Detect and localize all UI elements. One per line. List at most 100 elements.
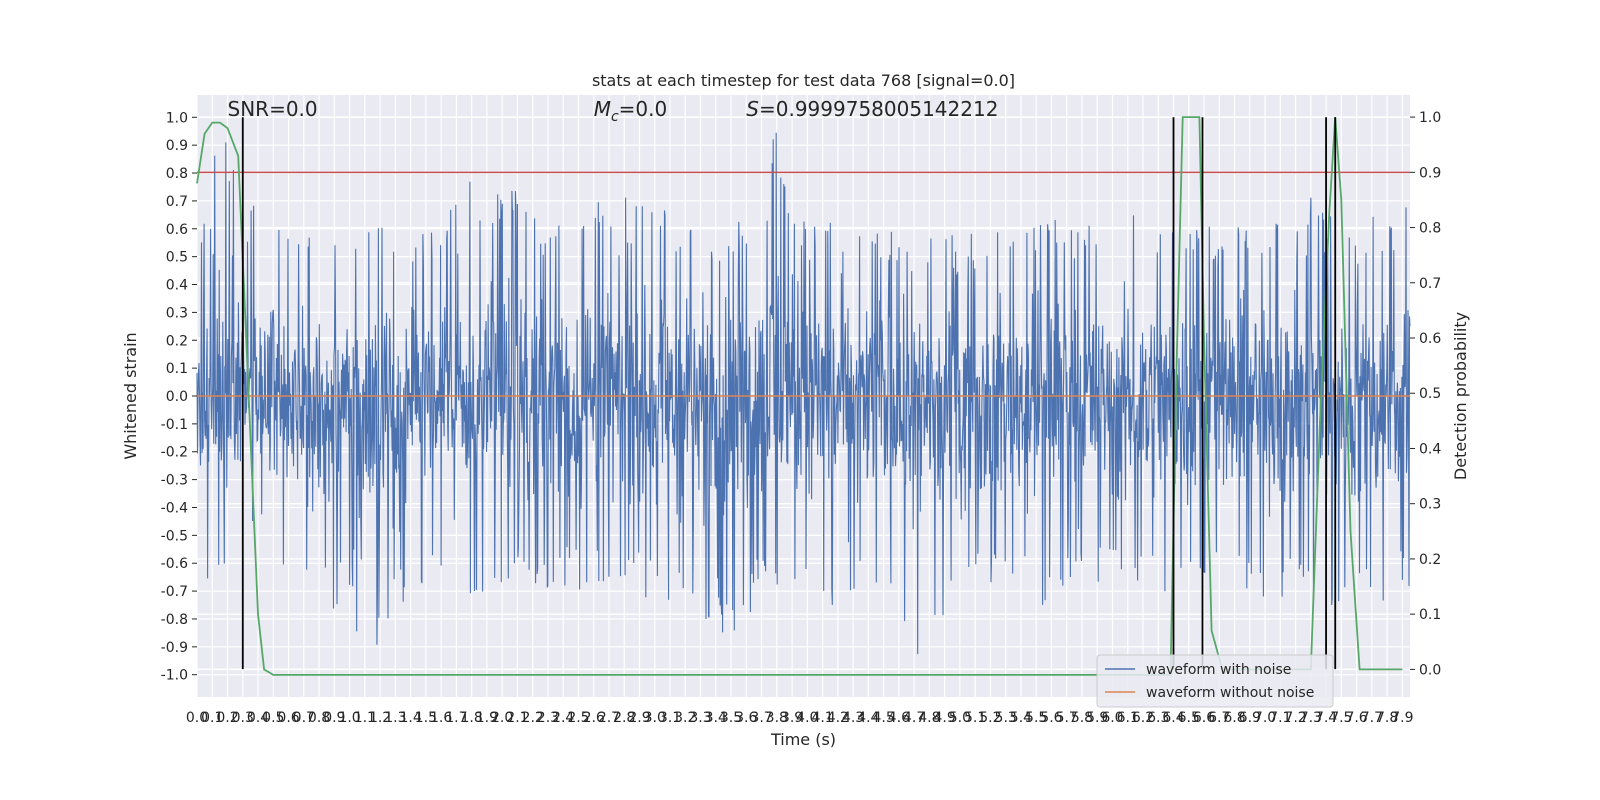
x-tick-label: 7.4 <box>1315 710 1337 726</box>
x-tick-label: 1.0 <box>338 710 360 726</box>
x-tick-label: 3.6 <box>735 710 757 726</box>
x-tick-label: 7.7 <box>1361 710 1383 726</box>
chart-title: stats at each timestep for test data 768… <box>592 71 1015 90</box>
x-tick-label: 6.2 <box>1132 710 1154 726</box>
noise-waveform-series <box>196 132 1411 655</box>
x-tick-label: 0.4 <box>247 710 269 726</box>
x-tick-label: 4.0 <box>796 710 818 726</box>
x-axis-ticks: 0.00.10.20.30.40.50.60.70.80.91.01.11.21… <box>186 710 1414 726</box>
x-tick-label: 3.2 <box>674 710 696 726</box>
x-tick-label: 7.0 <box>1254 710 1276 726</box>
x-tick-label: 1.9 <box>476 710 498 726</box>
y2-tick-label: 0.7 <box>1419 276 1441 292</box>
x-tick-label: 6.0 <box>1101 710 1123 726</box>
y-tick-label: -0.6 <box>161 556 188 572</box>
y-tick-label: -0.1 <box>161 417 188 433</box>
x-axis-label: Time (s) <box>770 730 836 749</box>
y-tick-label: 0.2 <box>166 333 188 349</box>
x-tick-label: 1.4 <box>399 710 421 726</box>
legend: waveform with noise waveform without noi… <box>1096 654 1334 708</box>
y2-axis-ticks: 1.0 0.9 0.8 0.7 0.6 0.5 0.4 0.3 0.2 0.1 0.0 <box>1410 110 1441 678</box>
x-tick-label: 7.5 <box>1330 710 1352 726</box>
detection-probability-series <box>196 116 1403 676</box>
y-tick-label: 0.0 <box>166 389 188 405</box>
y-tick-label: 0.9 <box>166 138 188 154</box>
x-tick-label: 5.4 <box>1010 710 1032 726</box>
x-tick-label: 6.8 <box>1223 710 1245 726</box>
annotations: SNR=0.0 Mc=0.0 S=0.9999758005142212 <box>228 97 999 125</box>
x-tick-label: 3.7 <box>750 710 772 726</box>
x-tick-label: 6.5 <box>1178 710 1200 726</box>
x-tick-label: 2.0 <box>491 710 513 726</box>
x-tick-label: 5.2 <box>979 710 1001 726</box>
y2-tick-label: 1.0 <box>1419 110 1441 126</box>
x-tick-label: 0.6 <box>277 710 299 726</box>
x-tick-label: 3.1 <box>659 710 681 726</box>
y-tick-label: -0.4 <box>161 500 188 516</box>
y-tick-label: -0.8 <box>161 612 188 628</box>
x-tick-label: 1.2 <box>369 710 391 726</box>
y-axis-label: Whitened strain <box>121 332 140 459</box>
x-tick-label: 4.9 <box>934 710 956 726</box>
x-tick-label: 3.9 <box>781 710 803 726</box>
annotation-text: S=0.9999758005142212 <box>746 97 998 121</box>
x-tick-label: 5.1 <box>964 710 986 726</box>
x-tick-label: 2.3 <box>537 710 559 726</box>
x-tick-label: 4.1 <box>811 710 833 726</box>
x-tick-label: 2.9 <box>628 710 650 726</box>
y-tick-label: 0.3 <box>166 305 188 321</box>
annotation-text: Mc=0.0 <box>594 97 668 125</box>
y-tick-label: 0.7 <box>166 194 188 210</box>
x-tick-label: 1.7 <box>445 710 467 726</box>
y2-tick-label: 0.8 <box>1419 221 1441 237</box>
x-tick-label: 6.4 <box>1162 710 1184 726</box>
x-tick-label: 5.7 <box>1056 710 1078 726</box>
x-tick-label: 2.8 <box>613 710 635 726</box>
x-tick-label: 5.5 <box>1025 710 1047 726</box>
x-tick-label: 3.4 <box>705 710 727 726</box>
x-tick-label: 4.6 <box>888 710 910 726</box>
y2-tick-label: 0.5 <box>1419 386 1441 402</box>
x-tick-label: 7.8 <box>1376 710 1398 726</box>
x-tick-label: 7.9 <box>1391 710 1413 726</box>
x-tick-label: 3.8 <box>766 710 788 726</box>
x-tick-label: 3.0 <box>644 710 666 726</box>
x-tick-label: 0.0 <box>186 710 208 726</box>
x-tick-label: 5.9 <box>1086 710 1108 726</box>
x-tick-label: 1.3 <box>384 710 406 726</box>
y2-tick-label: 0.0 <box>1419 662 1441 678</box>
x-tick-label: 0.3 <box>232 710 254 726</box>
y2-tick-label: 0.2 <box>1419 552 1441 568</box>
legend-label-clean: waveform without noise <box>1146 685 1314 701</box>
x-tick-label: 6.1 <box>1117 710 1139 726</box>
x-tick-label: 5.8 <box>1071 710 1093 726</box>
x-tick-label: 6.9 <box>1239 710 1261 726</box>
y2-tick-label: 0.9 <box>1419 165 1441 181</box>
x-tick-label: 0.7 <box>293 710 315 726</box>
x-tick-label: 2.5 <box>567 710 589 726</box>
detection-probability-line <box>196 116 1403 676</box>
y-tick-label: 0.8 <box>166 166 188 182</box>
x-tick-label: 4.4 <box>857 710 879 726</box>
y2-axis-label: Detection probability <box>1451 312 1470 480</box>
x-tick-label: 0.8 <box>308 710 330 726</box>
x-tick-label: 1.5 <box>415 710 437 726</box>
x-tick-label: 4.8 <box>918 710 940 726</box>
x-tick-label: 7.3 <box>1300 710 1322 726</box>
x-tick-label: 4.3 <box>842 710 864 726</box>
y2-tick-label: 0.6 <box>1419 331 1441 347</box>
x-tick-label: 7.1 <box>1269 710 1291 726</box>
x-tick-label: 0.9 <box>323 710 345 726</box>
legend-label-noise: waveform with noise <box>1146 662 1291 678</box>
x-tick-label: 4.7 <box>903 710 925 726</box>
x-tick-label: 3.5 <box>720 710 742 726</box>
x-tick-label: 5.3 <box>995 710 1017 726</box>
x-tick-label: 6.3 <box>1147 710 1169 726</box>
x-tick-label: 7.6 <box>1345 710 1367 726</box>
y2-tick-label: 0.1 <box>1419 607 1441 623</box>
y-tick-label: -0.2 <box>161 445 188 461</box>
x-tick-label: 7.2 <box>1284 710 1306 726</box>
y-tick-label: -0.3 <box>161 473 188 489</box>
y-tick-label: 0.6 <box>166 222 188 238</box>
